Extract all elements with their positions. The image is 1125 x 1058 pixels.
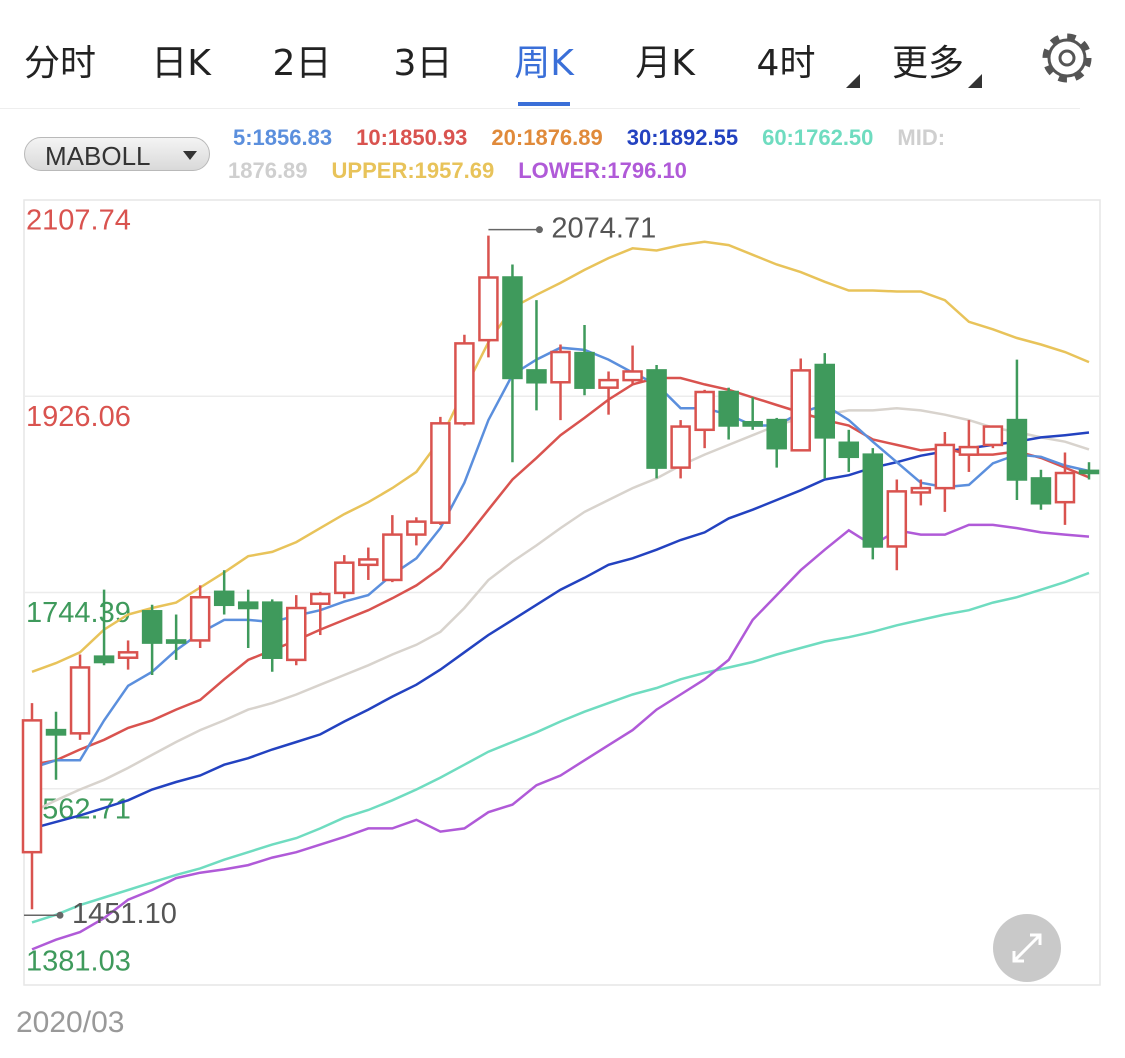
divider [0, 108, 1080, 109]
candle-body [574, 351, 595, 389]
y-tick-label: 1381.03 [26, 946, 131, 978]
annotation-dot [56, 911, 64, 919]
candle-body [21, 719, 43, 854]
indicator-line [31, 406, 1090, 814]
legend-entry: 60:1762.50 [762, 125, 874, 150]
legend-row: 1876.89 UPPER:1957.69 LOWER:1796.10 [228, 158, 687, 184]
tab[interactable]: 更多 [891, 43, 964, 84]
candle-body [862, 453, 884, 548]
tab[interactable]: 3日 [393, 43, 453, 84]
candle-body [382, 533, 403, 582]
legend-entry: 30:1892.55 [626, 125, 739, 150]
candle-body [93, 655, 115, 664]
y-tick-label: 1562.71 [26, 793, 131, 825]
candle-body [910, 486, 932, 494]
candle-body [478, 276, 499, 342]
candle-body [1006, 418, 1028, 481]
legend-entry: 20:1876.89 [491, 125, 603, 150]
y-tick-label: 1926.06 [26, 401, 131, 433]
legend-row: 5:1856.83 10:1850.93 20:1876.89 30:1892.55 6… [233, 125, 945, 151]
candle-body [141, 610, 163, 644]
candle-body [550, 350, 571, 384]
candle-body [334, 561, 355, 595]
candle-body [1054, 471, 1076, 504]
candle-body [742, 420, 763, 427]
candle-body [69, 666, 91, 735]
candle-body [526, 369, 547, 384]
candle-body [213, 590, 235, 607]
candle-body [694, 390, 715, 432]
legend-entry: 5:1856.83 [233, 125, 333, 150]
candle-body [934, 443, 956, 490]
candle-body [1030, 477, 1052, 505]
candle-body [958, 445, 980, 456]
candle-body [598, 378, 619, 389]
candle-body [622, 370, 643, 382]
candle-body [430, 422, 451, 524]
annotation: 2074.71 [551, 212, 656, 244]
settings-icon[interactable] [0, 0, 1125, 110]
indicator-line [31, 571, 1090, 924]
tab[interactable]: 分时 [23, 43, 96, 84]
tab[interactable]: 月K [635, 43, 695, 84]
candle-body [261, 601, 283, 659]
candle-body [117, 651, 139, 659]
tab[interactable]: 2日 [272, 43, 332, 84]
annotation-dot [535, 226, 543, 234]
dropdown-arrow [183, 151, 197, 160]
tab[interactable]: 日K [151, 43, 211, 84]
tab[interactable]: 周K [514, 43, 574, 84]
legend-entry: MID: [897, 125, 946, 150]
indicator-line [31, 376, 1090, 766]
candle-body [886, 490, 908, 548]
candle-body [646, 369, 667, 469]
indicator-button[interactable]: MABOLL [24, 137, 210, 171]
candle-body [838, 441, 860, 459]
indicator-line [31, 431, 1090, 830]
y-tick-label: 2107.74 [26, 205, 131, 237]
candle-body [45, 728, 67, 736]
legend-entry: UPPER:1957.69 [331, 158, 495, 183]
expand-button[interactable] [993, 914, 1061, 982]
candle-body [310, 592, 331, 605]
candle-body [670, 425, 691, 469]
dropdown-arrow [968, 74, 982, 88]
tab-bar: 分时 日K 2日 3日 周K 月K 4时 更多 [0, 0, 1125, 110]
legend-entry: 1876.89 [228, 158, 308, 183]
dropdown-arrow [846, 74, 860, 88]
candle-body [165, 639, 187, 644]
candle-body [766, 418, 787, 450]
candle-body [982, 425, 1004, 447]
candle-body [790, 369, 811, 452]
x-label: 2020/03 [16, 1006, 124, 1039]
candle-body [502, 276, 523, 380]
candle-body [237, 601, 259, 610]
y-tick-label: 1744.39 [26, 597, 131, 629]
indicator-line [31, 523, 1090, 951]
candle-body [718, 390, 739, 427]
annotation: 1451.10 [72, 898, 177, 930]
tab[interactable]: 4时 [756, 43, 816, 84]
candle-body [286, 606, 307, 662]
candle-body [454, 342, 475, 425]
indicator-line [31, 240, 1090, 673]
candle-body [1078, 469, 1100, 475]
indicator-label: MABOLL [45, 141, 151, 171]
candle-body [358, 558, 379, 567]
active-indicator [518, 102, 570, 106]
legend-entry: LOWER:1796.10 [518, 158, 687, 183]
candle-body [814, 363, 835, 439]
candle-body [189, 595, 211, 642]
legend-entry: 10:1850.93 [356, 125, 468, 150]
candle-body [406, 520, 427, 536]
